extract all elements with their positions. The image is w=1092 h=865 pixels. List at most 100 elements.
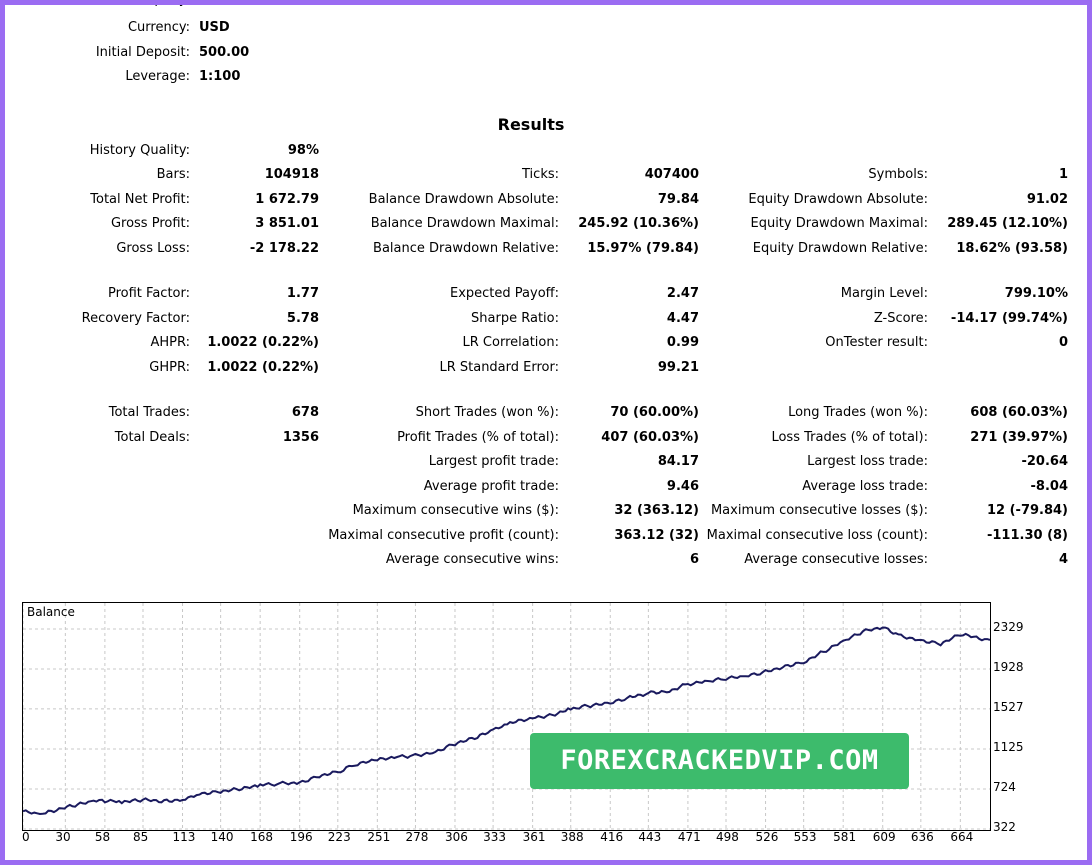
x-tick-label: 526: [755, 830, 779, 844]
x-tick-label: 223: [327, 830, 351, 844]
stat-col1-value: 1.77: [286, 286, 319, 301]
x-tick-label: 85: [132, 830, 149, 844]
stat-col1-label: Total Trades:: [108, 405, 190, 420]
stat-col2-label: Average consecutive wins:: [385, 552, 559, 567]
x-tick-label: 609: [872, 830, 896, 844]
stat-col1-label: Total Deals:: [114, 430, 190, 445]
stat-col2-label: Balance Drawdown Absolute:: [368, 192, 559, 207]
stat-col2-label: Profit Trades (% of total):: [397, 430, 559, 445]
stat-col1-label: GHPR:: [149, 360, 190, 375]
stat-col1-label: Gross Profit:: [110, 216, 190, 231]
y-tick-label: 724: [993, 779, 1016, 794]
x-tick-label: 196: [289, 830, 313, 844]
stat-col2-label: Maximal consecutive profit (count):: [328, 528, 559, 543]
stat-col1-label: Profit Factor:: [108, 286, 190, 301]
stat-col1-value: -2 178.22: [249, 241, 319, 256]
x-tick-label: 361: [522, 830, 546, 844]
results-title: Results: [497, 115, 565, 134]
stat-col2-value: 2.47: [666, 286, 699, 301]
stat-col3-label: Equity Drawdown Maximal:: [750, 216, 928, 231]
stat-col1-value: 1 672.79: [255, 192, 319, 207]
stat-col3-label: Maximal consecutive loss (count):: [706, 528, 928, 543]
balance-chart: Balance: [22, 602, 991, 831]
currency-value: USD: [199, 20, 230, 35]
stat-col1-value: 3 851.01: [255, 216, 319, 231]
x-tick-label: 498: [716, 830, 739, 844]
stat-col3-value: 608 (60.03%): [970, 405, 1068, 420]
stat-col1-label: AHPR:: [150, 335, 190, 350]
y-tick-label: 1527: [993, 699, 1024, 714]
x-tick-label: 443: [638, 830, 662, 844]
x-tick-label: 333: [483, 830, 506, 844]
stat-col2-value: 32 (363.12): [614, 503, 699, 518]
x-tick-label: 168: [250, 830, 274, 844]
x-tick-label: 58: [94, 830, 111, 844]
x-tick-label: 388: [560, 830, 584, 844]
stat-col1-value: 98%: [287, 143, 319, 158]
x-tick-label: 113: [172, 830, 196, 844]
stat-col3-label: Symbols:: [868, 167, 928, 182]
stat-col3-label: Largest loss trade:: [807, 454, 928, 469]
stat-col3-label: Long Trades (won %):: [788, 405, 928, 420]
stat-col1-value: 1356: [282, 430, 319, 445]
stat-col1-label: Recovery Factor:: [81, 311, 190, 326]
stat-col1-value: 678: [291, 405, 319, 420]
stat-col3-value: -111.30 (8): [986, 528, 1068, 543]
stat-col3-value: 18.62% (93.58): [956, 241, 1068, 256]
x-tick-label: 416: [600, 830, 624, 844]
stat-col1-label: Gross Loss:: [116, 241, 190, 256]
stat-col2-value: 407 (60.03%): [601, 430, 699, 445]
y-tick-label: 322: [993, 820, 1016, 834]
chart-title: Balance: [27, 605, 75, 619]
x-tick-label: 664: [950, 830, 974, 844]
stat-col1-value: 1.0022 (0.22%): [207, 360, 319, 375]
stat-col2-value: 0.99: [666, 335, 699, 350]
stat-col3-value: -14.17 (99.74%): [950, 311, 1068, 326]
stat-col3-value: 12 (-79.84): [986, 503, 1068, 518]
company-value: Deriv.com Limited: [199, 0, 332, 8]
y-tick-label: 2329: [993, 620, 1024, 634]
stat-col2-value: 363.12 (32): [614, 528, 699, 543]
stat-col2-value: 79.84: [657, 192, 699, 207]
y-tick-label: 1125: [993, 739, 1024, 754]
stat-col3-label: Average loss trade:: [802, 479, 928, 494]
balance-chart-svg: [23, 603, 990, 830]
y-tick-label: 1928: [993, 659, 1024, 674]
stat-col3-label: OnTester result:: [825, 335, 928, 350]
x-tick-label: 30: [55, 830, 71, 844]
x-tick-label: 140: [210, 830, 234, 844]
stat-col2-label: LR Correlation:: [462, 335, 559, 350]
leverage-label: Leverage:: [125, 69, 190, 84]
stat-col2-label: Average profit trade:: [423, 479, 559, 494]
x-tick-label: 471: [677, 830, 701, 844]
stat-col2-label: Short Trades (won %):: [415, 405, 559, 420]
x-tick-label: 636: [910, 830, 934, 844]
stat-col3-value: -8.04: [1030, 479, 1068, 494]
stat-col1-value: 5.78: [286, 311, 319, 326]
stat-col3-value: 0: [1058, 335, 1068, 350]
stat-col3-value: 4: [1058, 552, 1068, 567]
x-tick-label: 0: [22, 830, 30, 844]
stat-col2-value: 245.92 (10.36%): [578, 216, 699, 231]
deposit-label: Initial Deposit:: [95, 45, 190, 60]
stat-col2-value: 6: [689, 552, 699, 567]
stat-col3-label: Margin Level:: [840, 286, 928, 301]
stat-col3-label: Equity Drawdown Relative:: [752, 241, 928, 256]
stat-col3-value: 1: [1058, 167, 1068, 182]
stat-col2-value: 84.17: [657, 454, 699, 469]
stat-col2-label: Maximum consecutive wins ($):: [352, 503, 559, 518]
stat-col1-value: 1.0022 (0.22%): [207, 335, 319, 350]
stat-col2-label: LR Standard Error:: [439, 360, 559, 375]
stat-col3-label: Z-Score:: [873, 311, 928, 326]
x-tick-label: 553: [793, 830, 817, 844]
stat-col3-label: Average consecutive losses:: [744, 552, 928, 567]
stat-col2-label: Balance Drawdown Relative:: [373, 241, 559, 256]
stat-col3-value: -20.64: [1021, 454, 1068, 469]
stat-col3-label: Loss Trades (% of total):: [771, 430, 928, 445]
stat-col2-label: Balance Drawdown Maximal:: [370, 216, 559, 231]
company-row-clipped: Company: Deriv.com Limited: [0, 0, 1092, 10]
stat-col3-label: Equity Drawdown Absolute:: [748, 192, 928, 207]
stat-col2-label: Ticks:: [522, 167, 559, 182]
stat-col2-value: 407400: [644, 167, 699, 182]
stat-col2-value: 15.97% (79.84): [587, 241, 699, 256]
